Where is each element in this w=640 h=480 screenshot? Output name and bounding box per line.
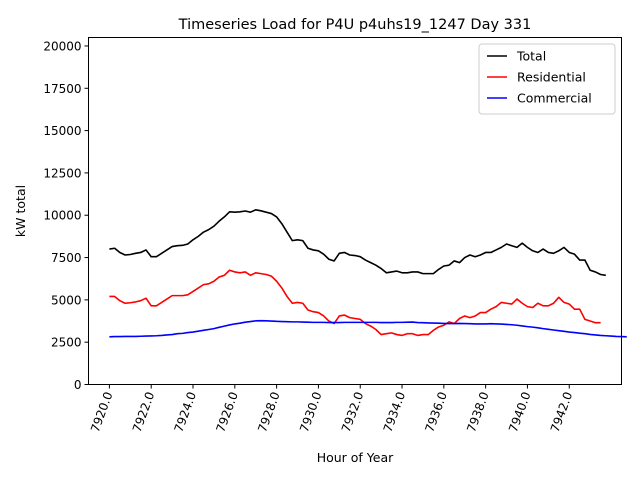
y-tick-label: 12500 <box>43 166 81 180</box>
y-tick-label: 17500 <box>43 82 81 96</box>
x-axis-label: Hour of Year <box>317 450 394 465</box>
y-tick-label: 5000 <box>51 293 82 307</box>
x-tick-label: 7934.0 <box>381 390 409 434</box>
y-tick-label: 7500 <box>51 251 82 265</box>
chart-title: Timeseries Load for P4U p4uhs19_1247 Day… <box>178 17 532 33</box>
x-tick-label: 7938.0 <box>464 390 492 434</box>
x-tick-label: 7920.0 <box>88 390 116 434</box>
legend-label-commercial: Commercial <box>517 91 592 106</box>
y-tick-label: 0 <box>74 378 82 392</box>
x-tick-label: 7928.0 <box>255 390 283 434</box>
y-tick-label: 20000 <box>43 39 81 53</box>
series-lines <box>109 209 627 338</box>
y-tick-label: 15000 <box>43 124 81 138</box>
x-tick-label: 7922.0 <box>130 390 158 434</box>
y-axis-ticks: 0 2500 5000 7500 10000 12500 15000 17500 20000 <box>43 39 89 392</box>
legend-label-total: Total <box>516 49 546 64</box>
x-tick-label: 7924.0 <box>172 390 200 434</box>
legend: Total Residential Commercial <box>478 43 616 115</box>
series-line-residential <box>109 269 601 337</box>
legend-box <box>478 43 616 115</box>
series-line-total <box>109 209 606 277</box>
plot-frame <box>88 37 622 385</box>
y-tick-label: 2500 <box>51 336 82 350</box>
x-tick-label: 7926.0 <box>213 390 241 434</box>
y-tick-label: 10000 <box>43 209 81 223</box>
x-tick-label: 7932.0 <box>339 390 367 434</box>
x-tick-label: 7936.0 <box>422 390 450 434</box>
y-axis-label: kW total <box>13 185 28 237</box>
series-line-commercial <box>109 319 627 338</box>
x-axis-ticks: 7920.0 7922.0 7924.0 7926.0 7928.0 7930.0 7932… <box>88 384 576 434</box>
legend-label-residential: Residential <box>517 70 586 85</box>
x-tick-label: 7940.0 <box>506 390 534 434</box>
x-tick-label: 7942.0 <box>548 390 576 434</box>
x-tick-label: 7930.0 <box>297 390 325 434</box>
